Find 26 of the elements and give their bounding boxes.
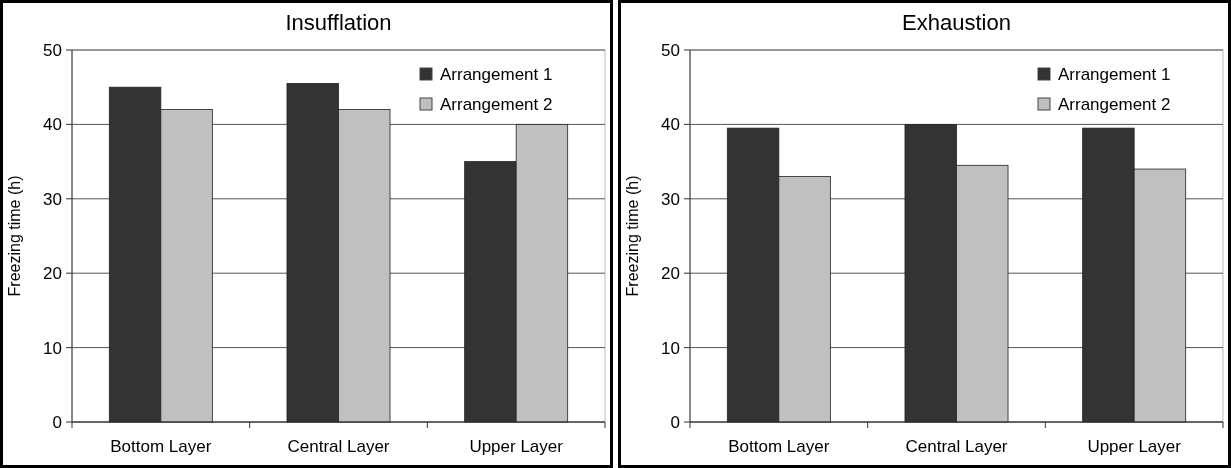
y-tick-label: 50	[661, 40, 680, 60]
y-axis-title: Freezing time (h)	[624, 175, 641, 297]
y-tick-label: 0	[52, 412, 62, 432]
x-tick-label: Upper Layer	[1087, 437, 1182, 456]
y-tick-label: 30	[661, 189, 680, 209]
legend-label: Arrangement 1	[1058, 64, 1171, 84]
legend-label: Arrangement 2	[440, 94, 553, 114]
y-tick-label: 10	[43, 338, 62, 358]
y-tick-label: 30	[43, 189, 62, 209]
y-tick-label: 0	[670, 412, 680, 432]
chart-title: Insufflation	[285, 10, 392, 35]
legend-label: Arrangement 2	[1058, 94, 1171, 114]
x-tick-label: Central Layer	[905, 437, 1008, 456]
y-tick-label: 20	[661, 264, 680, 284]
x-tick-label: Upper Layer	[469, 437, 564, 456]
legend-label: Arrangement 1	[440, 64, 553, 84]
y-tick-label: 20	[43, 264, 62, 284]
y-tick-label: 50	[43, 40, 62, 60]
chart-title: Exhaustion	[902, 10, 1011, 35]
y-tick-label: 10	[661, 338, 680, 358]
x-tick-label: Bottom Layer	[728, 437, 830, 456]
y-axis-title: Freezing time (h)	[6, 175, 23, 297]
y-tick-label: 40	[43, 115, 62, 135]
x-tick-label: Central Layer	[287, 437, 390, 456]
y-tick-label: 40	[661, 115, 680, 135]
x-tick-label: Bottom Layer	[110, 437, 212, 456]
